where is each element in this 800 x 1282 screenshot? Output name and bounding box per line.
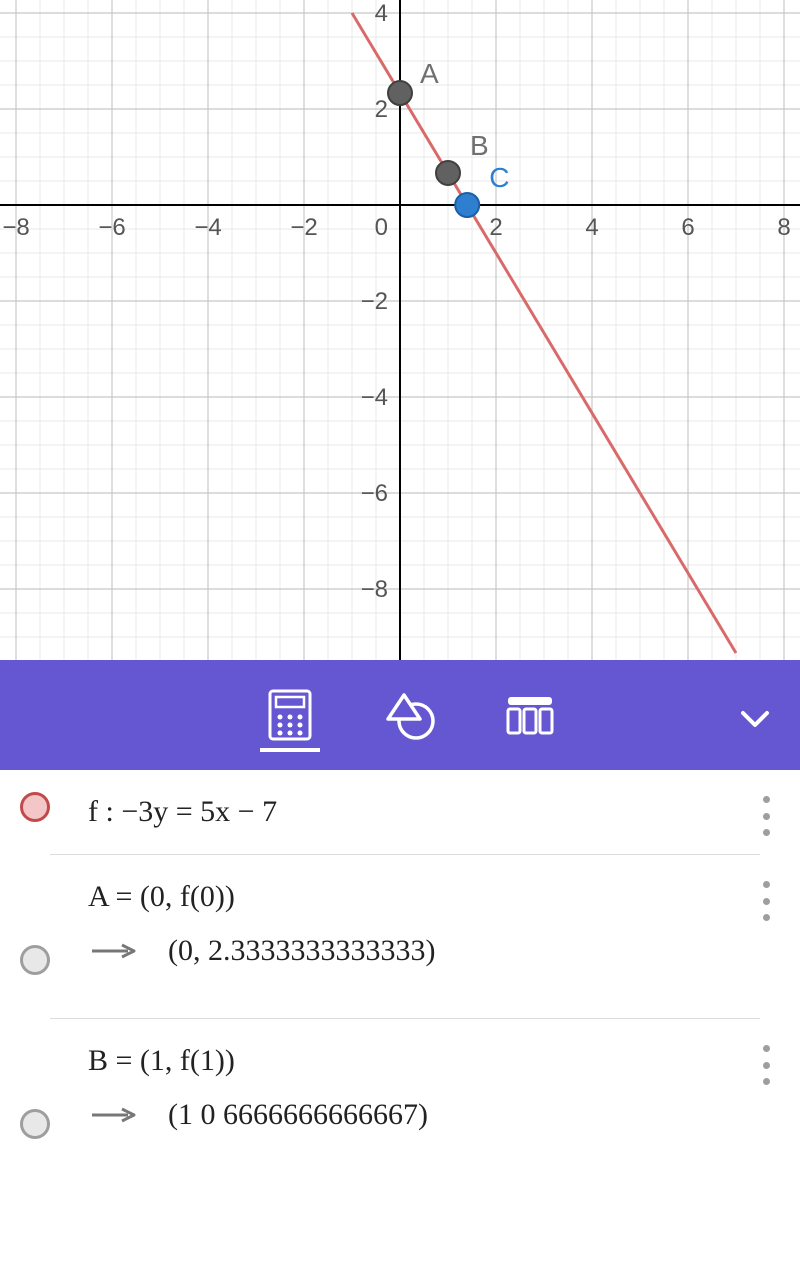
toolbar xyxy=(0,660,800,770)
axis-tick-label: −4 xyxy=(361,384,388,411)
entry-result-row: (1 0 6666666666667) xyxy=(88,1078,760,1157)
entry-formula: f : −3y = 5x − 7 xyxy=(88,795,760,829)
point-a[interactable] xyxy=(388,81,412,105)
entry-content: B = (1, f(1)) (1 0 6666666666667) xyxy=(50,1019,760,1182)
axis-tick-label: −8 xyxy=(361,576,388,603)
axis-tick-label: 4 xyxy=(585,214,598,241)
algebra-entry[interactable]: A = (0, f(0)) (0, 2.3333333333333) xyxy=(0,855,800,1019)
axis-tick-label: −2 xyxy=(290,214,317,241)
axis-tick-label: −6 xyxy=(98,214,125,241)
entry-formula: A = (0, f(0)) xyxy=(88,880,760,914)
tab-tools[interactable] xyxy=(350,660,470,770)
arrow-right-icon xyxy=(88,1107,138,1123)
entry-color-bullet[interactable] xyxy=(20,792,50,822)
point-label: C xyxy=(489,162,509,193)
axis-tick-label: 6 xyxy=(681,214,694,241)
entry-color-bullet[interactable] xyxy=(20,945,50,975)
collapse-chevron[interactable] xyxy=(738,702,772,736)
point-label: A xyxy=(420,58,439,89)
tab-algebra[interactable] xyxy=(230,660,350,770)
axis-tick-label: −4 xyxy=(194,214,221,241)
entry-result-row: (0, 2.3333333333333) xyxy=(88,914,760,993)
axis-tick-label: −8 xyxy=(2,214,29,241)
point-b[interactable] xyxy=(436,161,460,185)
axis-tick-label: 4 xyxy=(375,0,388,27)
axis-tick-label: 8 xyxy=(777,214,790,241)
entry-color-bullet[interactable] xyxy=(20,1109,50,1139)
entry-formula: B = (1, f(1)) xyxy=(88,1044,760,1078)
algebra-entry[interactable]: f : −3y = 5x − 7 xyxy=(0,770,800,855)
calculator-icon xyxy=(268,689,312,741)
axis-tick-label: 0 xyxy=(375,214,388,241)
graph-canvas[interactable]: −8 −6 −4 −2 0 2 4 6 8 4 2 −2 −4 −6 −8 A BC xyxy=(0,0,800,660)
entry-content: f : −3y = 5x − 7 xyxy=(50,770,760,855)
entry-result: (1 0 6666666666667) xyxy=(168,1098,428,1132)
entry-more-button[interactable] xyxy=(754,881,778,921)
axis-tick-label: −6 xyxy=(361,480,388,507)
axis-tick-label: 2 xyxy=(489,214,502,241)
tab-table[interactable] xyxy=(470,660,590,770)
arrow-right-icon xyxy=(88,943,138,959)
algebra-view: f : −3y = 5x − 7 A = (0, f(0)) (0, 2.33333… xyxy=(0,770,800,1282)
entry-more-button[interactable] xyxy=(754,796,778,836)
entry-result: (0, 2.3333333333333) xyxy=(168,934,435,968)
shapes-icon xyxy=(384,689,436,741)
graph-svg: −8 −6 −4 −2 0 2 4 6 8 4 2 −2 −4 −6 −8 A BC xyxy=(0,0,800,660)
entry-content: A = (0, f(0)) (0, 2.3333333333333) xyxy=(50,855,760,1019)
point-label: B xyxy=(470,130,489,161)
axis-tick-label: −2 xyxy=(361,288,388,315)
algebra-entry[interactable]: B = (1, f(1)) (1 0 6666666666667) xyxy=(0,1019,800,1182)
axis-tick-label: 2 xyxy=(375,96,388,123)
chevron-down-icon xyxy=(740,710,770,728)
point-c[interactable] xyxy=(455,193,479,217)
table-icon xyxy=(506,695,554,735)
entry-more-button[interactable] xyxy=(754,1045,778,1085)
